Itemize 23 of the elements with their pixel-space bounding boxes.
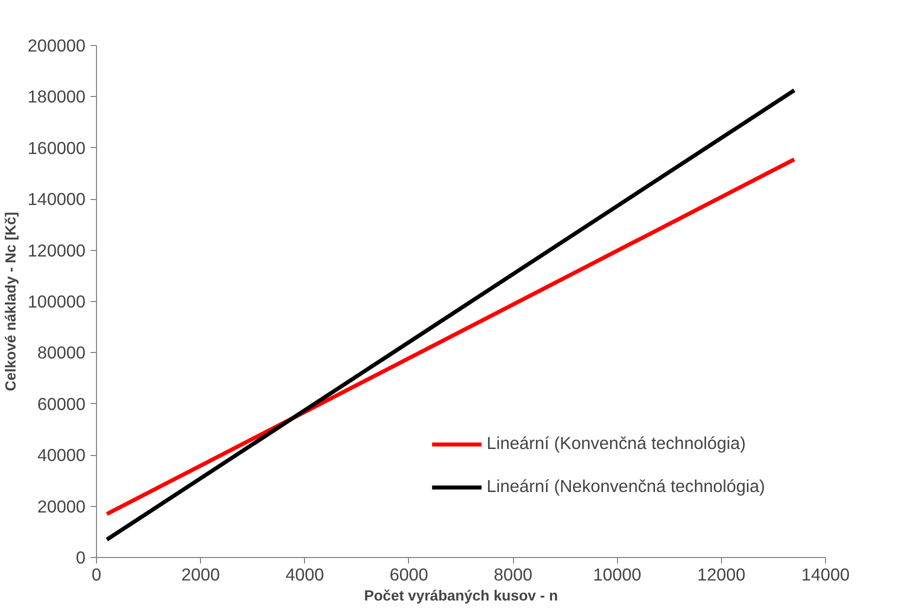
x-tick-label: 2000	[181, 564, 220, 584]
y-tick-label: 100000	[28, 292, 86, 312]
legend-label: Lineární (Konvenčná technológia)	[486, 433, 746, 454]
x-tick-label: 14000	[801, 564, 850, 584]
y-tick-label: 140000	[28, 189, 86, 210]
y-tick-label: 20000	[37, 496, 86, 516]
y-tick-label: 0	[76, 548, 86, 568]
y-tick-label: 120000	[28, 240, 86, 260]
legend-label: Lineární (Nekonvenčná technológia)	[486, 476, 765, 497]
x-tick-label: 8000	[494, 564, 532, 584]
y-tick-label: 180000	[28, 86, 86, 107]
y-axis-title: Celkové náklady - Nc [Kč]	[4, 212, 20, 392]
x-tick-label: 6000	[390, 564, 428, 584]
x-axis-title: Počet vyrábaných kusov - n	[364, 588, 558, 604]
x-tick-label: 4000	[286, 564, 324, 584]
y-tick-label: 80000	[37, 342, 86, 363]
x-tick-label: 10000	[593, 564, 642, 584]
x-tick-label: 12000	[697, 564, 746, 584]
y-tick-label: 160000	[28, 138, 86, 158]
y-tick-label: 40000	[37, 445, 86, 466]
y-tick-label: 200000	[28, 36, 86, 56]
x-tick-label: 0	[92, 564, 102, 584]
y-tick-label: 60000	[37, 394, 86, 414]
